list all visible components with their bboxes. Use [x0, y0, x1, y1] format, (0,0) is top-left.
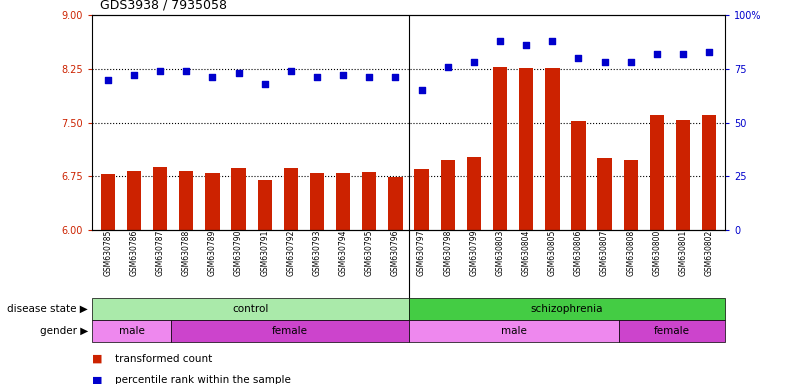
Text: GSM630792: GSM630792 — [286, 230, 296, 276]
Bar — [519, 68, 533, 230]
Text: GDS3938 / 7935058: GDS3938 / 7935058 — [100, 0, 227, 11]
Bar — [205, 173, 219, 230]
Point — [468, 59, 481, 65]
Text: GSM630807: GSM630807 — [600, 230, 609, 276]
Bar — [571, 121, 586, 230]
Text: GSM630791: GSM630791 — [260, 230, 269, 276]
Text: GSM630802: GSM630802 — [705, 230, 714, 276]
Point — [624, 59, 637, 65]
Point — [702, 48, 715, 55]
Point — [650, 51, 663, 57]
Bar — [336, 174, 350, 230]
Text: disease state ▶: disease state ▶ — [7, 304, 88, 314]
Text: GSM630806: GSM630806 — [574, 230, 583, 276]
Text: schizophrenia: schizophrenia — [530, 304, 603, 314]
Bar — [310, 174, 324, 230]
Point — [336, 72, 349, 78]
Bar — [409, 298, 725, 320]
Bar — [171, 320, 409, 342]
Bar — [92, 320, 171, 342]
Bar — [702, 115, 716, 230]
Text: percentile rank within the sample: percentile rank within the sample — [115, 375, 291, 384]
Point — [598, 59, 611, 65]
Bar — [619, 320, 725, 342]
Bar — [153, 167, 167, 230]
Bar — [231, 168, 246, 230]
Text: male: male — [501, 326, 527, 336]
Point — [180, 68, 193, 74]
Bar — [284, 168, 298, 230]
Bar — [624, 160, 638, 230]
Text: GSM630786: GSM630786 — [130, 230, 139, 276]
Text: GSM630793: GSM630793 — [312, 230, 321, 276]
Point — [441, 63, 454, 70]
Point — [311, 74, 324, 80]
Text: transformed count: transformed count — [115, 354, 211, 364]
Point — [520, 42, 533, 48]
Text: female: female — [654, 326, 690, 336]
Text: GSM630796: GSM630796 — [391, 230, 400, 276]
Bar — [414, 169, 429, 230]
Bar — [409, 320, 619, 342]
Bar — [92, 298, 409, 320]
Bar — [179, 170, 193, 230]
Text: GSM630789: GSM630789 — [208, 230, 217, 276]
Bar — [598, 158, 612, 230]
Text: GSM630795: GSM630795 — [364, 230, 374, 276]
Bar — [441, 160, 455, 230]
Bar — [676, 120, 690, 230]
Point — [284, 68, 297, 74]
Text: control: control — [232, 304, 268, 314]
Point — [546, 38, 559, 44]
Text: GSM630794: GSM630794 — [339, 230, 348, 276]
Point — [127, 72, 140, 78]
Text: GSM630799: GSM630799 — [469, 230, 478, 276]
Text: GSM630803: GSM630803 — [496, 230, 505, 276]
Bar — [388, 177, 403, 230]
Point — [154, 68, 167, 74]
Bar — [362, 172, 376, 230]
Text: GSM630790: GSM630790 — [234, 230, 243, 276]
Text: GSM630800: GSM630800 — [653, 230, 662, 276]
Bar — [467, 157, 481, 230]
Bar — [650, 115, 664, 230]
Point — [415, 87, 428, 93]
Text: GSM630808: GSM630808 — [626, 230, 635, 276]
Text: ■: ■ — [92, 375, 103, 384]
Point — [102, 76, 115, 83]
Text: GSM630801: GSM630801 — [678, 230, 687, 276]
Point — [363, 74, 376, 80]
Bar — [127, 170, 141, 230]
Text: GSM630805: GSM630805 — [548, 230, 557, 276]
Bar — [545, 68, 560, 230]
Point — [258, 81, 271, 87]
Text: GSM630804: GSM630804 — [521, 230, 531, 276]
Point — [206, 74, 219, 80]
Point — [493, 38, 506, 44]
Bar — [101, 174, 115, 230]
Point — [389, 74, 402, 80]
Text: GSM630787: GSM630787 — [155, 230, 164, 276]
Bar — [257, 180, 272, 230]
Bar — [493, 66, 507, 230]
Text: female: female — [272, 326, 308, 336]
Text: GSM630785: GSM630785 — [103, 230, 112, 276]
Text: gender ▶: gender ▶ — [40, 326, 88, 336]
Text: ■: ■ — [92, 354, 103, 364]
Text: GSM630798: GSM630798 — [443, 230, 453, 276]
Text: GSM630797: GSM630797 — [417, 230, 426, 276]
Point — [232, 70, 245, 76]
Point — [677, 51, 690, 57]
Text: GSM630788: GSM630788 — [182, 230, 191, 276]
Point — [572, 55, 585, 61]
Text: male: male — [119, 326, 145, 336]
